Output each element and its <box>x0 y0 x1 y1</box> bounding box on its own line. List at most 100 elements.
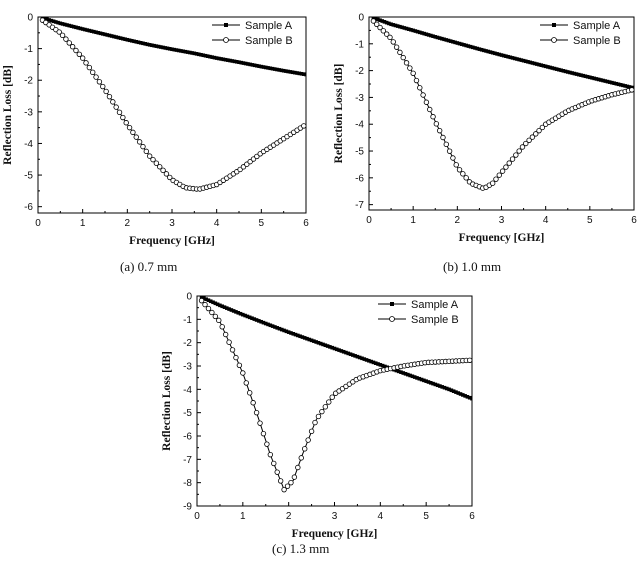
data-point <box>76 51 83 58</box>
data-point <box>257 319 261 323</box>
data-point <box>399 370 403 374</box>
data-point <box>176 48 181 53</box>
data-point <box>499 168 506 174</box>
data-point <box>229 347 236 353</box>
data-point <box>430 114 436 120</box>
data-point <box>85 28 89 32</box>
data-point <box>383 31 390 37</box>
data-point <box>54 20 58 24</box>
data-point <box>213 301 218 306</box>
data-point <box>138 40 143 45</box>
data-point <box>328 345 332 349</box>
data-point <box>86 64 93 71</box>
data-point <box>454 390 458 394</box>
data-point <box>462 43 466 47</box>
y-tick-label: 0 <box>186 292 192 303</box>
y-tick-label: -3 <box>183 362 192 373</box>
data-point <box>348 352 353 357</box>
data-point <box>339 349 344 353</box>
data-point <box>516 148 522 154</box>
y-tick-label: -8 <box>183 478 192 489</box>
data-point <box>572 71 577 76</box>
x-tick-label: 3 <box>169 218 175 229</box>
y-tick-label: -6 <box>355 173 364 184</box>
data-point <box>436 127 443 134</box>
data-point <box>406 27 411 31</box>
y-tick-label: -5 <box>355 147 364 158</box>
x-tick-label: 6 <box>303 218 309 229</box>
data-point <box>289 331 293 335</box>
data-point <box>554 67 559 71</box>
data-point <box>199 52 203 57</box>
data-point <box>146 153 153 159</box>
data-point <box>325 344 330 348</box>
data-point <box>92 29 96 34</box>
data-point <box>479 47 484 52</box>
data-point <box>259 64 264 69</box>
caption-a: (a) 0.7 mm <box>120 259 178 274</box>
data-point <box>390 39 396 45</box>
x-tick-label: 6 <box>469 511 475 522</box>
data-point <box>499 53 504 57</box>
data-point <box>163 46 168 50</box>
series-sample-b <box>39 17 306 192</box>
data-point <box>206 298 211 303</box>
data-point <box>237 60 241 65</box>
x-tick-label: 3 <box>499 215 505 226</box>
data-point <box>297 71 302 76</box>
data-point <box>429 33 433 38</box>
data-point <box>629 87 634 93</box>
data-point <box>528 60 533 65</box>
data-point <box>217 56 221 61</box>
chart-c-svg: 0 1 2 3 4 5 6 0 -1 -2 -3 -4 -5 -6 -7 -8 -9 Frequency [GHz… <box>161 292 475 541</box>
data-point <box>510 56 515 60</box>
chart-b-svg: 0 1 2 3 4 5 6 0 -1 -2 -3 -4 -5 -6 -7 Frequency [GHz] Ref… <box>333 13 637 245</box>
data-point <box>302 446 308 452</box>
data-point <box>87 28 92 33</box>
legend-marker <box>551 37 557 43</box>
data-point <box>105 33 110 37</box>
y-tick-label: -2 <box>183 338 192 349</box>
data-point <box>618 83 623 87</box>
data-point <box>594 77 599 81</box>
data-point <box>458 392 463 396</box>
data-point <box>397 49 403 56</box>
data-point <box>321 342 325 347</box>
data-point <box>605 79 610 84</box>
data-point <box>433 121 440 127</box>
data-point <box>298 334 302 339</box>
data-point <box>259 319 263 324</box>
data-point <box>402 26 407 30</box>
legend-marker <box>224 23 228 27</box>
data-point <box>223 57 228 62</box>
data-point <box>428 381 433 385</box>
data-point <box>583 74 588 79</box>
x-axis-label: Frequency [GHz] <box>459 232 545 244</box>
data-point <box>422 31 427 36</box>
data-point <box>543 64 548 69</box>
data-point <box>59 32 66 39</box>
data-point <box>103 88 109 95</box>
caption-b: (b) 1.0 mm <box>443 259 502 274</box>
data-point <box>407 65 413 71</box>
data-point <box>456 167 463 173</box>
data-point <box>103 32 107 37</box>
data-point <box>486 49 491 54</box>
data-point <box>470 396 472 401</box>
data-point <box>286 69 290 74</box>
y-tick-label: 0 <box>27 13 33 24</box>
x-tick-label: 2 <box>286 511 292 522</box>
data-point <box>412 375 417 379</box>
data-point <box>367 358 371 363</box>
data-point <box>250 316 254 321</box>
y-tick-label: -1 <box>24 44 33 55</box>
data-point <box>136 139 143 145</box>
data-point <box>508 55 513 60</box>
data-point <box>210 55 214 59</box>
data-point <box>238 311 243 316</box>
data-point <box>127 38 132 43</box>
data-point <box>420 31 424 35</box>
data-point <box>400 25 404 30</box>
data-point <box>599 78 603 82</box>
data-point <box>246 62 250 66</box>
